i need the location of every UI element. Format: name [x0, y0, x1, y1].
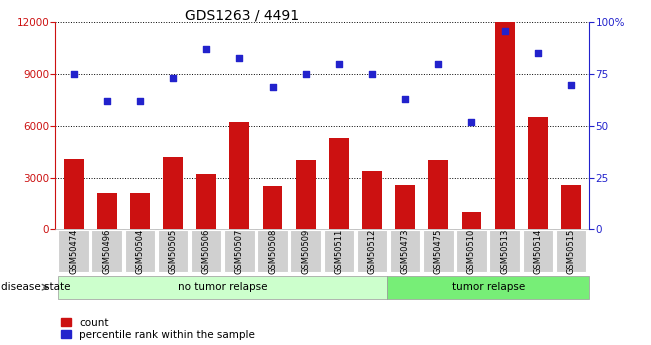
Text: no tumor relapse: no tumor relapse [178, 282, 268, 292]
Bar [163, 157, 183, 229]
Point [566, 82, 576, 87]
FancyBboxPatch shape [224, 230, 255, 272]
Text: GSM50513: GSM50513 [500, 228, 509, 274]
FancyBboxPatch shape [357, 230, 387, 272]
FancyBboxPatch shape [390, 230, 421, 272]
Point [234, 55, 245, 60]
Point [333, 61, 344, 67]
Text: GSM50508: GSM50508 [268, 228, 277, 274]
Text: GSM50512: GSM50512 [367, 228, 376, 274]
Bar [395, 185, 415, 229]
FancyBboxPatch shape [324, 230, 354, 272]
Text: GSM50509: GSM50509 [301, 228, 310, 274]
Text: GSM50496: GSM50496 [102, 228, 111, 274]
FancyBboxPatch shape [456, 230, 487, 272]
FancyBboxPatch shape [257, 230, 288, 272]
Bar [362, 171, 382, 229]
FancyBboxPatch shape [124, 230, 155, 272]
Point [367, 71, 377, 77]
Point [499, 28, 510, 33]
Bar [296, 160, 316, 229]
Text: GSM50514: GSM50514 [533, 228, 542, 274]
FancyBboxPatch shape [59, 230, 89, 272]
Point [135, 98, 145, 104]
Point [268, 84, 278, 89]
FancyBboxPatch shape [523, 230, 553, 272]
Bar [561, 185, 581, 229]
Point [533, 51, 543, 56]
Point [466, 119, 477, 125]
Text: GSM50504: GSM50504 [135, 228, 145, 274]
FancyBboxPatch shape [158, 230, 188, 272]
Bar [130, 193, 150, 229]
Text: tumor relapse: tumor relapse [452, 282, 525, 292]
Bar [229, 122, 249, 229]
FancyBboxPatch shape [423, 230, 454, 272]
Text: GSM50510: GSM50510 [467, 228, 476, 274]
Point [168, 76, 178, 81]
Point [68, 71, 79, 77]
Text: GSM50506: GSM50506 [202, 228, 211, 274]
Bar [97, 193, 117, 229]
FancyBboxPatch shape [191, 230, 221, 272]
Point [400, 96, 410, 102]
Bar [528, 117, 547, 229]
Text: disease state: disease state [1, 282, 70, 292]
Text: GSM50475: GSM50475 [434, 228, 443, 274]
Bar [64, 159, 83, 229]
Bar [495, 22, 514, 229]
Point [201, 47, 212, 52]
Text: GSM50473: GSM50473 [400, 228, 409, 274]
FancyBboxPatch shape [290, 230, 321, 272]
Bar [262, 186, 283, 229]
Text: GSM50507: GSM50507 [235, 228, 244, 274]
Point [301, 71, 311, 77]
Text: GSM50515: GSM50515 [566, 228, 575, 274]
FancyBboxPatch shape [92, 230, 122, 272]
Point [102, 98, 112, 104]
Text: GDS1263 / 4491: GDS1263 / 4491 [185, 9, 299, 23]
FancyBboxPatch shape [490, 230, 520, 272]
Legend: count, percentile rank within the sample: count, percentile rank within the sample [61, 318, 255, 340]
Bar [196, 174, 216, 229]
FancyBboxPatch shape [59, 276, 387, 299]
Text: GSM50505: GSM50505 [169, 228, 178, 274]
Point [433, 61, 443, 67]
Bar [329, 138, 349, 229]
Bar [462, 212, 481, 229]
Text: GSM50474: GSM50474 [69, 228, 78, 274]
FancyBboxPatch shape [387, 276, 589, 299]
FancyBboxPatch shape [556, 230, 586, 272]
Bar [428, 160, 449, 229]
Text: GSM50511: GSM50511 [335, 228, 343, 274]
